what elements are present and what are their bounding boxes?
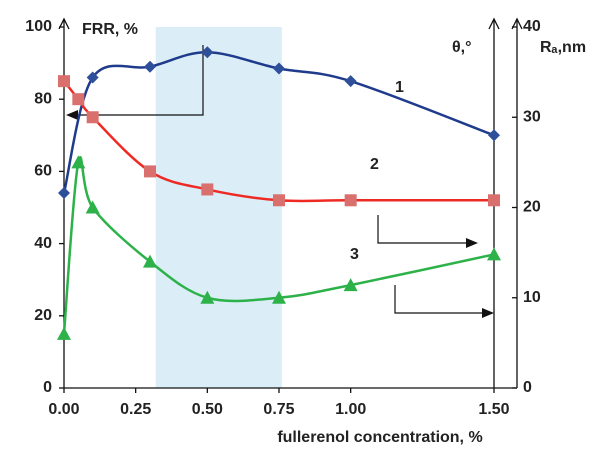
marker-square [58, 75, 70, 88]
series-label: 1 [395, 79, 404, 96]
y2-tick-label: 20 [523, 199, 541, 216]
y2-tick-label: 30 [523, 108, 541, 125]
axis-arrow [511, 17, 523, 30]
x-title: fullerenol concentration, % [277, 429, 482, 446]
y-title-mid: θ,° [452, 39, 472, 56]
y-tick-label: 80 [34, 90, 52, 107]
marker-square [201, 183, 214, 196]
x-tick-label: 0.75 [263, 401, 294, 418]
marker-triangle [343, 278, 358, 292]
marker-triangle [143, 254, 157, 268]
y-tick-label: 20 [34, 307, 52, 324]
marker-triangle [200, 290, 215, 304]
x-tick-label: 0.25 [120, 401, 151, 418]
marker-square [488, 194, 500, 207]
marker-square [344, 194, 357, 207]
marker-diamond [201, 46, 214, 59]
arrow-2 [377, 215, 470, 244]
marker-square [72, 93, 85, 106]
marker-square [86, 111, 99, 124]
shaded-band [155, 27, 282, 388]
y-tick-label: 40 [34, 235, 52, 252]
marker-diamond [58, 187, 70, 200]
marker-diamond [86, 71, 99, 84]
marker-triangle [57, 326, 71, 340]
arrow-1 [72, 45, 204, 116]
marker-square [144, 165, 156, 178]
y2-tick-label: 0 [523, 379, 532, 396]
marker-triangle [272, 290, 286, 304]
marker-square [273, 194, 285, 207]
arrowhead [482, 308, 494, 318]
marker-diamond [144, 60, 156, 73]
axis-arrow [58, 17, 70, 30]
x-tick-label: 0.00 [48, 401, 79, 418]
y2-title: Rₐ,nm [540, 39, 586, 56]
x-tick-label: 0.50 [192, 401, 223, 418]
axis-arrow [488, 17, 500, 30]
x-tick-label: 1.50 [478, 401, 509, 418]
series-label: 3 [350, 246, 359, 263]
y-tick-label: 100 [25, 18, 52, 35]
y-tick-label: 0 [43, 379, 52, 396]
marker-diamond [344, 75, 357, 88]
marker-triangle [85, 200, 100, 214]
y2-tick-label: 10 [523, 289, 541, 306]
marker-triangle [487, 247, 501, 261]
y-title: FRR, % [82, 21, 138, 38]
arrow-3 [394, 285, 486, 314]
arrowhead [466, 238, 478, 248]
marker-triangle [71, 155, 86, 169]
marker-diamond [273, 62, 285, 75]
arrowhead [66, 110, 78, 120]
x-tick-label: 1.00 [335, 401, 366, 418]
y-tick-label: 60 [34, 163, 52, 180]
marker-diamond [488, 129, 500, 142]
series-label: 2 [370, 156, 379, 173]
y2-tick-label: 40 [523, 18, 541, 35]
arrows [66, 45, 494, 318]
